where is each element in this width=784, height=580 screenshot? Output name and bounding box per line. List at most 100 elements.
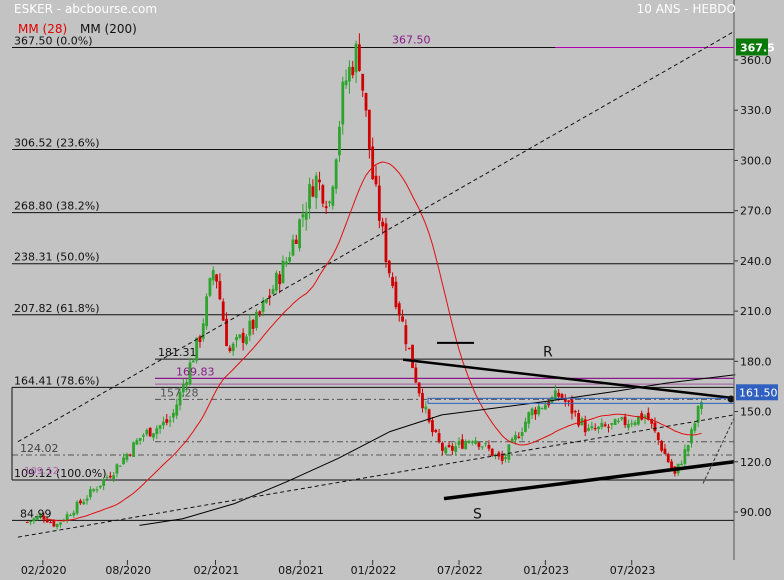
candle-body bbox=[341, 81, 345, 125]
candle-body bbox=[264, 299, 268, 303]
candle-body bbox=[540, 408, 544, 410]
candle-body bbox=[188, 362, 192, 385]
x-tick-label: 01/2022 bbox=[351, 564, 397, 577]
fib-label: 238.31 (50.0%) bbox=[14, 251, 100, 264]
y-tick-label: 150.0 bbox=[740, 406, 772, 419]
candle-body bbox=[248, 320, 252, 336]
candle-body bbox=[334, 159, 338, 189]
level-lines-layer bbox=[11, 46, 734, 521]
level-label: 84.99 bbox=[20, 507, 52, 520]
candle-body bbox=[636, 415, 640, 425]
candle-body bbox=[55, 523, 59, 527]
candle-body bbox=[245, 336, 248, 345]
candle-body bbox=[371, 146, 375, 180]
candle-body bbox=[284, 261, 288, 265]
candle-body bbox=[178, 391, 182, 406]
y-tick-label: 330.0 bbox=[740, 104, 772, 117]
candle-body bbox=[65, 514, 69, 521]
candle-body bbox=[331, 186, 335, 206]
candle-body bbox=[411, 344, 414, 368]
candle-body bbox=[401, 316, 404, 322]
candle-body bbox=[397, 303, 401, 316]
candle-body bbox=[72, 512, 76, 516]
candle-body bbox=[348, 66, 351, 82]
candle-body bbox=[92, 489, 96, 492]
candle-body bbox=[142, 435, 145, 437]
candle-body bbox=[191, 360, 195, 363]
support-label: S bbox=[473, 507, 482, 523]
candle-body bbox=[32, 518, 36, 522]
candle-body bbox=[650, 418, 654, 424]
legend-ma-short: MM (28) bbox=[18, 22, 68, 36]
candle-body bbox=[374, 175, 378, 185]
candle-body bbox=[484, 443, 487, 445]
candle-body bbox=[507, 444, 511, 460]
candle-body bbox=[683, 449, 687, 464]
level-label: 181.31 bbox=[158, 346, 197, 359]
candle-body bbox=[251, 319, 255, 329]
candle-body bbox=[268, 295, 272, 298]
candle-body bbox=[391, 277, 394, 286]
candle-body bbox=[102, 479, 106, 486]
candle-body bbox=[125, 453, 129, 460]
candle-body bbox=[543, 404, 547, 410]
last-price-text: 161.50 bbox=[739, 386, 778, 399]
candle-body bbox=[274, 272, 278, 291]
candle-body bbox=[175, 404, 179, 416]
candle-body bbox=[42, 516, 46, 520]
level-label: 124.02 bbox=[20, 442, 59, 455]
candle-body bbox=[653, 422, 657, 432]
candle-body bbox=[29, 520, 32, 523]
candle-body bbox=[105, 477, 109, 479]
candle-body bbox=[181, 384, 185, 393]
candle-body bbox=[238, 334, 242, 338]
candle-body bbox=[215, 274, 218, 282]
candle-body bbox=[115, 464, 119, 474]
resistance-label: R bbox=[543, 344, 553, 360]
level-label: 169.83 bbox=[176, 365, 215, 378]
candle-body bbox=[45, 519, 49, 523]
candle-body bbox=[195, 337, 199, 361]
candle-body bbox=[394, 281, 398, 308]
candle-body bbox=[527, 412, 531, 424]
candle-body bbox=[487, 444, 491, 449]
candle-body bbox=[600, 422, 604, 428]
axes-layer: 90.00 120.0 150.0 180.0 210.0 240.0 270.0 300.0… bbox=[21, 0, 772, 577]
candle-body bbox=[663, 448, 667, 455]
fib-label: 109.12 (100.0%) bbox=[14, 467, 107, 480]
candle-body bbox=[344, 80, 348, 86]
candle-body bbox=[460, 439, 464, 449]
candle-body bbox=[534, 409, 537, 415]
candle-body bbox=[620, 417, 624, 420]
candle-body bbox=[550, 396, 554, 403]
y-tick-label: 270.0 bbox=[740, 205, 772, 218]
level-label: 157.28 bbox=[160, 386, 199, 399]
candle-body bbox=[470, 441, 474, 443]
candle-body bbox=[686, 445, 690, 452]
candle-body bbox=[122, 457, 125, 465]
candle-body bbox=[626, 424, 630, 428]
candle-body bbox=[477, 442, 481, 447]
candle-body bbox=[201, 323, 205, 339]
candle-body bbox=[590, 426, 594, 429]
resistance-line bbox=[402, 358, 735, 400]
candle-body bbox=[640, 413, 644, 420]
candle-body bbox=[208, 278, 212, 296]
channel-lower-line bbox=[17, 414, 735, 538]
candle-body bbox=[377, 185, 381, 221]
chart-title: ESKER - abcbourse.com bbox=[14, 2, 158, 16]
candle-body bbox=[351, 66, 355, 76]
candle-body bbox=[381, 221, 385, 227]
candle-body bbox=[421, 393, 424, 409]
candle-body bbox=[490, 448, 494, 457]
candle-body bbox=[314, 175, 318, 199]
candle-body bbox=[367, 109, 371, 149]
candle-body bbox=[225, 318, 228, 347]
candle-body bbox=[69, 515, 72, 517]
x-tick-label: 07/2023 bbox=[610, 564, 656, 577]
candle-body bbox=[424, 406, 428, 410]
candle-body bbox=[444, 447, 448, 454]
candle-body bbox=[464, 441, 468, 450]
candle-body bbox=[75, 501, 79, 514]
candle-body bbox=[656, 432, 660, 441]
